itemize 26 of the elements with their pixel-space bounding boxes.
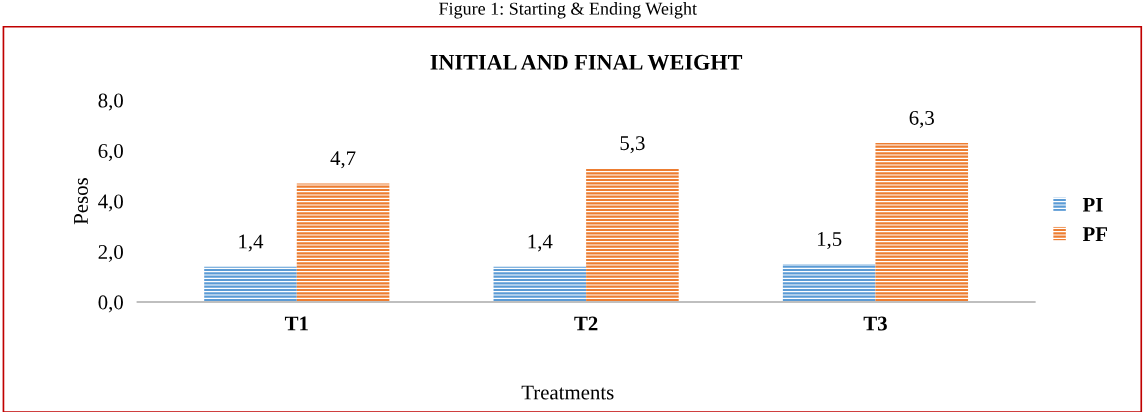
data-label: 6,3: [909, 110, 934, 128]
legend-label: PF: [1082, 227, 1107, 241]
bar: [493, 266, 587, 302]
data-label: 1,4: [239, 234, 264, 252]
y-tick-label: 0,0: [98, 295, 123, 313]
y-tick-label: 2,0: [98, 244, 123, 262]
x-tick-label: T3: [863, 316, 887, 331]
data-label: 1,5: [817, 232, 842, 250]
y-axis-title: Pesos: [74, 178, 88, 225]
caption: Figure 1: Starting & Ending Weight: [439, 2, 697, 19]
data-label: 5,3: [620, 136, 645, 154]
chart-title: INITIAL AND FINAL WEIGHT: [430, 54, 743, 70]
bar: [782, 264, 876, 302]
data-label: 1,4: [528, 234, 553, 252]
legend-label: PI: [1082, 197, 1103, 212]
y-tick-label: 8,0: [98, 93, 123, 111]
x-tick-label: T1: [284, 316, 308, 331]
y-tick-label: 6,0: [98, 143, 123, 162]
bar: [586, 168, 679, 302]
bar: [875, 143, 969, 302]
bar: [296, 183, 390, 302]
y-tick-label: 4,0: [98, 194, 123, 212]
bar: [204, 266, 297, 302]
x-tick-label: T2: [574, 316, 598, 331]
x-axis-title: Treatments: [521, 385, 614, 400]
data-label: 4,7: [330, 151, 356, 169]
